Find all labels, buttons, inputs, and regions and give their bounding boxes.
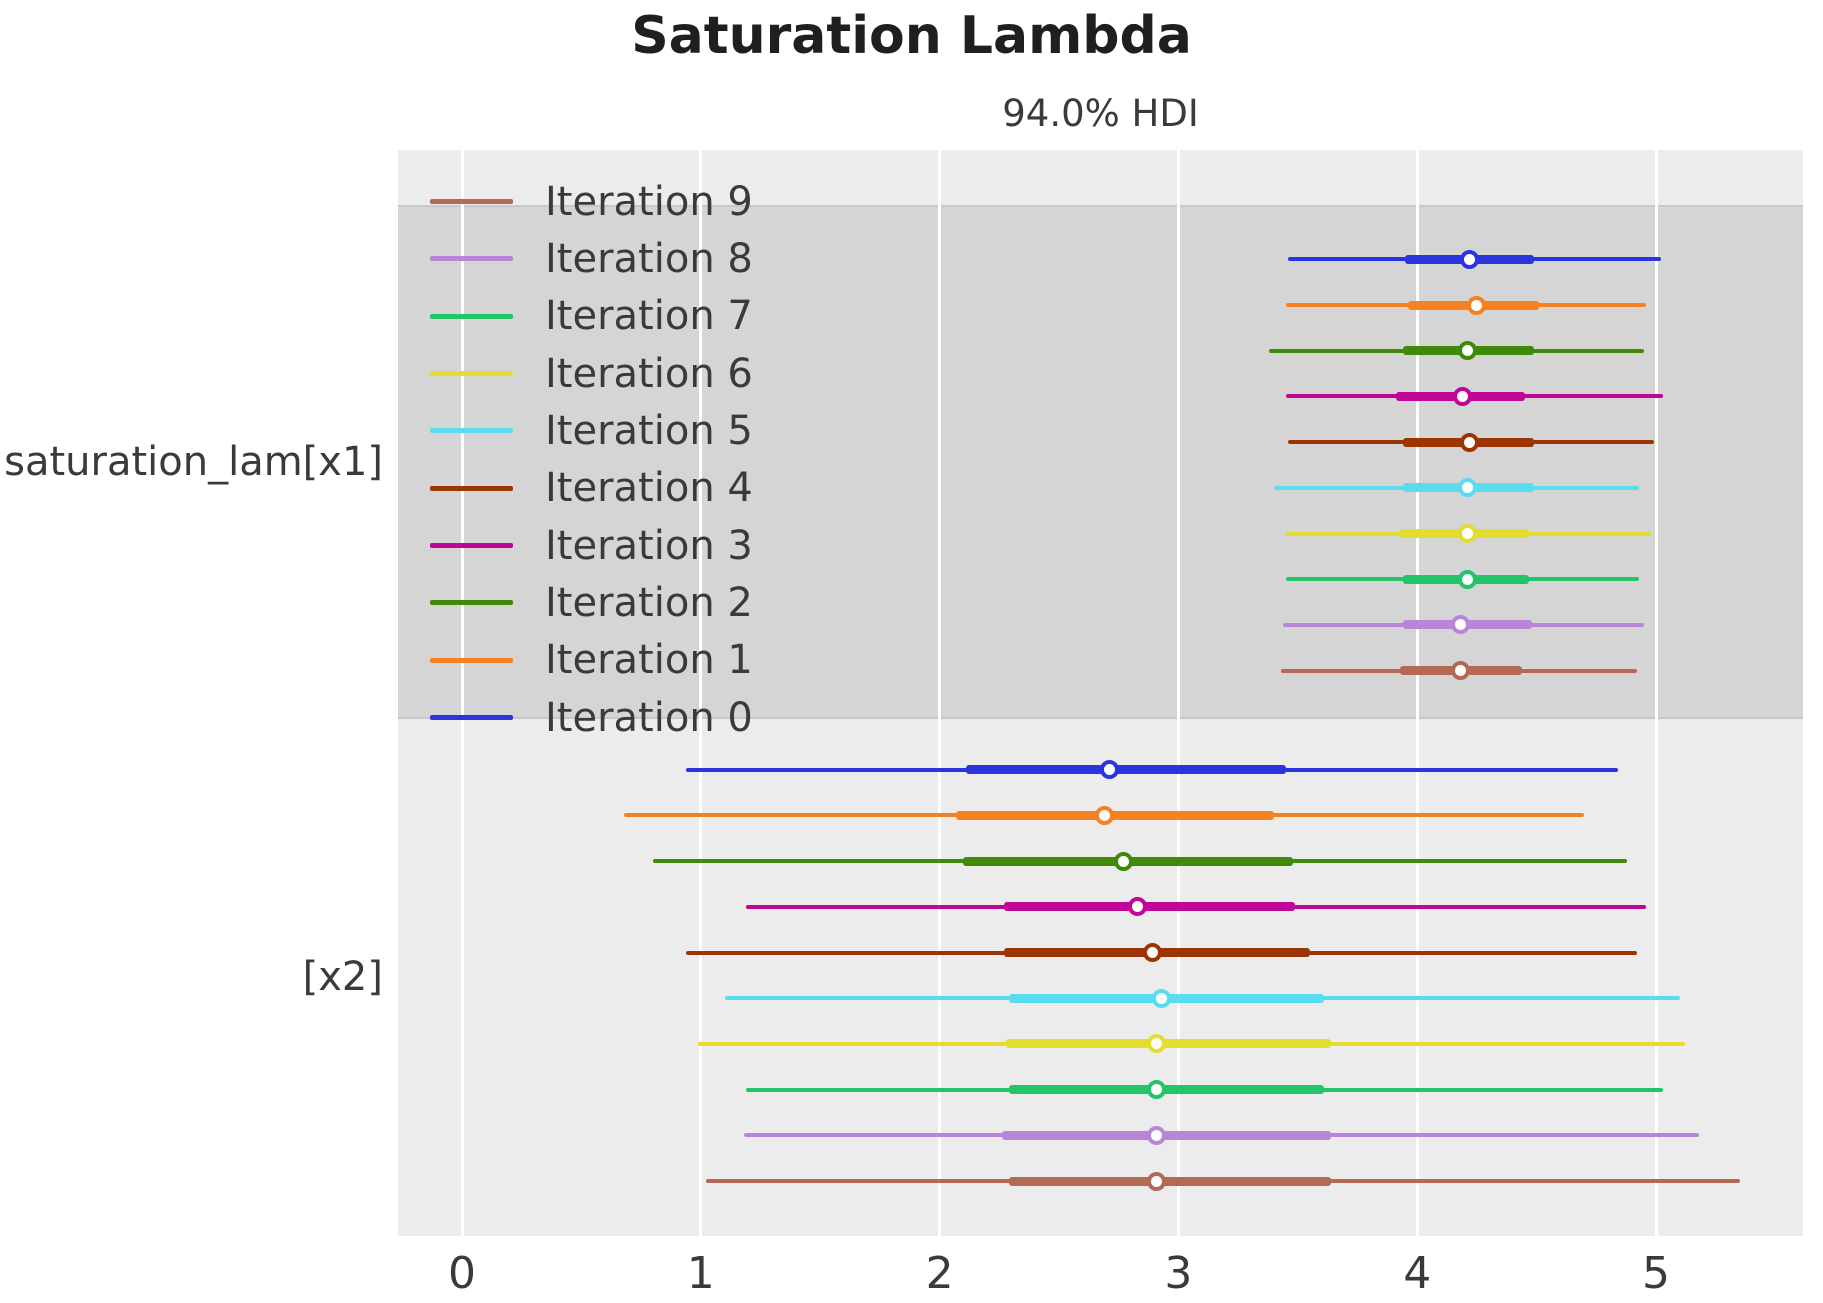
x1-band-highlight — [398, 205, 1803, 719]
x-tick-label-4: 4 — [1403, 1248, 1432, 1299]
legend-swatch-icon — [430, 313, 513, 319]
quartile-bar-x2-iteration-0 — [965, 765, 1286, 775]
plot-area — [398, 150, 1803, 1236]
legend-swatch-icon — [430, 371, 513, 377]
legend-label: Iteration 5 — [545, 407, 753, 454]
legend-entry-iteration-8: Iteration 8 — [430, 230, 753, 287]
x-tick-label-2: 2 — [925, 1248, 954, 1299]
median-dot-x1-iteration-8 — [1450, 615, 1470, 635]
x-tick-label-3: 3 — [1164, 1248, 1193, 1299]
median-dot-x2-iteration-3 — [1128, 897, 1148, 917]
quartile-bar-x2-iteration-8 — [1001, 1130, 1332, 1140]
legend-label: Iteration 8 — [545, 235, 753, 282]
median-dot-x1-iteration-4 — [1460, 432, 1480, 452]
quartile-bar-x2-iteration-6 — [1006, 1039, 1332, 1049]
legend-label: Iteration 7 — [545, 293, 753, 340]
legend-label: Iteration 1 — [545, 637, 753, 684]
legend-entry-iteration-9: Iteration 9 — [430, 173, 753, 230]
legend-entry-iteration-4: Iteration 4 — [430, 460, 753, 517]
quartile-bar-x2-iteration-7 — [1008, 1085, 1325, 1095]
legend-swatch-icon — [430, 657, 513, 663]
legend-swatch-icon — [430, 543, 513, 549]
legend-label: Iteration 2 — [545, 579, 753, 626]
median-dot-x2-iteration-9 — [1147, 1171, 1167, 1191]
median-dot-x1-iteration-0 — [1460, 249, 1480, 269]
median-dot-x1-iteration-6 — [1457, 524, 1477, 544]
quartile-bar-x2-iteration-1 — [956, 810, 1274, 820]
legend-swatch-icon — [430, 428, 513, 434]
legend-label: Iteration 4 — [545, 465, 753, 512]
median-dot-x2-iteration-1 — [1094, 805, 1114, 825]
median-dot-x1-iteration-7 — [1457, 569, 1477, 589]
x-tick-label-0: 0 — [448, 1248, 476, 1299]
legend-entry-iteration-7: Iteration 7 — [430, 288, 753, 345]
gridline-x-2 — [938, 150, 942, 1236]
median-dot-x1-iteration-1 — [1467, 295, 1487, 315]
median-dot-x2-iteration-5 — [1152, 988, 1172, 1008]
chart-subtitle: 94.0% HDI — [1002, 92, 1199, 135]
legend-swatch-icon — [430, 600, 513, 606]
y-axis-label-x2: [x2] — [302, 954, 383, 1000]
legend-entry-iteration-5: Iteration 5 — [430, 402, 753, 459]
median-dot-x2-iteration-8 — [1147, 1125, 1167, 1145]
median-dot-x1-iteration-9 — [1450, 661, 1470, 681]
chart-title: Saturation Lambda — [631, 6, 1192, 66]
legend-swatch-icon — [430, 485, 513, 491]
legend: Iteration 9 Iteration 8 Iteration 7 Iterati… — [430, 173, 753, 746]
legend-entry-iteration-3: Iteration 3 — [430, 517, 753, 574]
legend-label: Iteration 9 — [545, 178, 753, 225]
legend-swatch-icon — [430, 256, 513, 262]
x-tick-label-1: 1 — [686, 1248, 715, 1299]
y-axis-label-saturation-lam-x1: saturation_lam[x1] — [4, 439, 383, 485]
legend-entry-iteration-1: Iteration 1 — [430, 632, 753, 689]
legend-entry-iteration-2: Iteration 2 — [430, 574, 753, 631]
legend-entry-iteration-6: Iteration 6 — [430, 345, 753, 402]
median-dot-x2-iteration-2 — [1113, 851, 1133, 871]
median-dot-x2-iteration-6 — [1147, 1034, 1167, 1054]
median-dot-x1-iteration-3 — [1453, 386, 1473, 406]
quartile-bar-x2-iteration-3 — [1004, 902, 1296, 912]
legend-swatch-icon — [430, 199, 513, 205]
gridline-x-1 — [699, 150, 703, 1236]
x-tick-label-5: 5 — [1642, 1248, 1670, 1299]
median-dot-x1-iteration-5 — [1457, 478, 1477, 498]
legend-label: Iteration 3 — [545, 522, 753, 569]
legend-label: Iteration 6 — [545, 350, 753, 397]
legend-entry-iteration-0: Iteration 0 — [430, 689, 753, 746]
quartile-bar-x2-iteration-9 — [1008, 1176, 1332, 1186]
legend-label: Iteration 0 — [545, 694, 753, 741]
median-dot-x2-iteration-4 — [1142, 943, 1162, 963]
gridline-x-5 — [1654, 150, 1658, 1236]
gridline-x-0 — [460, 150, 464, 1236]
legend-swatch-icon — [430, 715, 513, 721]
median-dot-x2-iteration-0 — [1099, 760, 1119, 780]
gridline-x-4 — [1415, 150, 1419, 1236]
gridline-x-3 — [1176, 150, 1180, 1236]
median-dot-x1-iteration-2 — [1457, 341, 1477, 361]
median-dot-x2-iteration-7 — [1147, 1080, 1167, 1100]
